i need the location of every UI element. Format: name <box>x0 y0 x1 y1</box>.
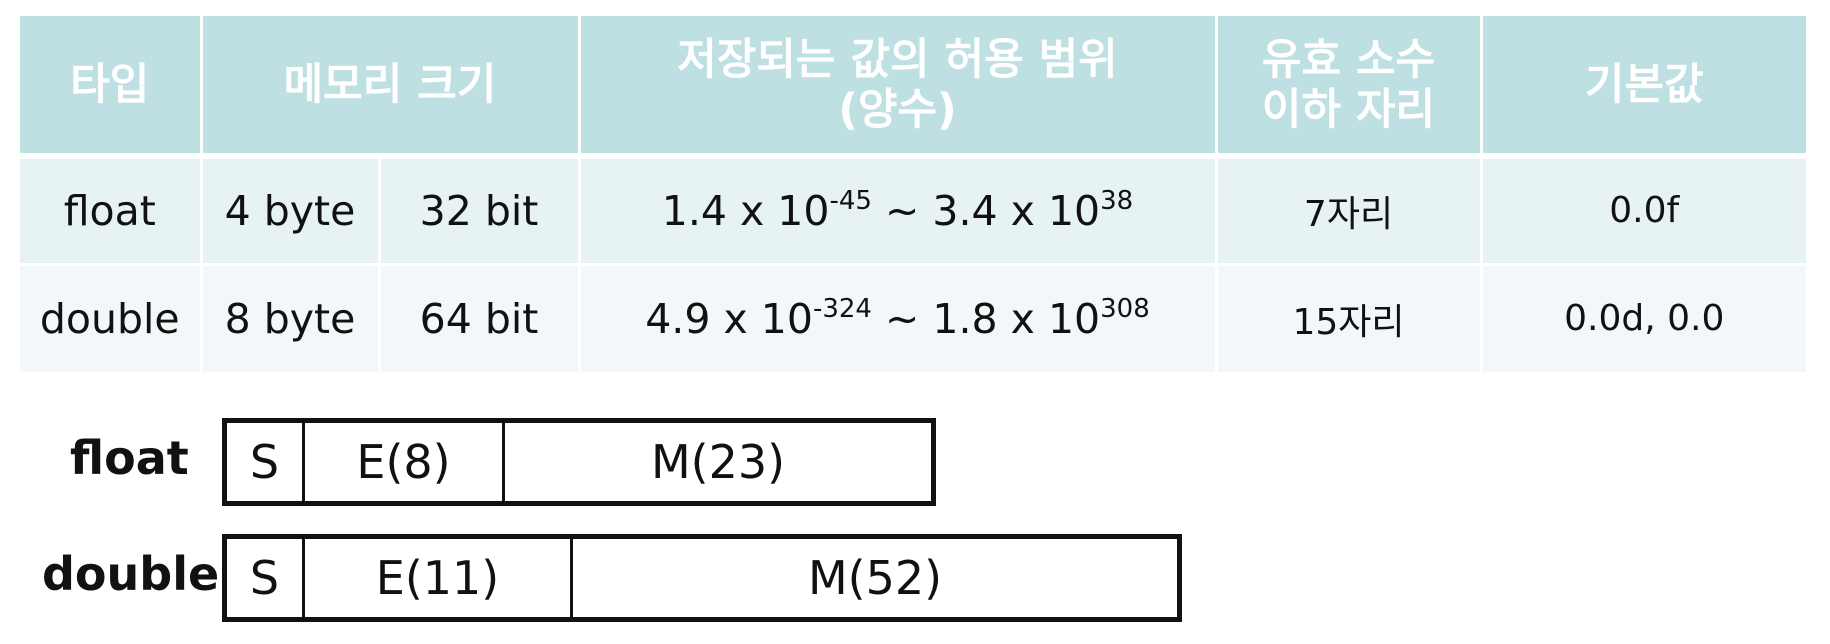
double-bit-layout: S E(11) M(52) <box>222 534 1182 622</box>
sign-bit-field: S <box>249 435 280 489</box>
header-default-value: 기본값 <box>1481 16 1806 156</box>
float-double-comparison-table: 타입 메모리 크기 저장되는 값의 허용 범위 (양수) 유효 소수 이하 자리 기… <box>20 16 1806 372</box>
exponent-field: E(11) <box>302 539 570 617</box>
range-max-exponent: 308 <box>1100 293 1150 324</box>
cell-bits: 64 bit <box>379 264 581 372</box>
table-header-row: 타입 메모리 크기 저장되는 값의 허용 범위 (양수) 유효 소수 이하 자리 기… <box>20 16 1806 156</box>
cell-precision: 7자리 <box>1216 156 1483 264</box>
range-min-mantissa: 4.9 x 10 <box>645 294 813 343</box>
header-precision: 유효 소수 이하 자리 <box>1216 16 1483 156</box>
table-row-float: float 4 byte 32 bit 1.4 x 10-45 ~ 3.4 x … <box>20 156 1806 264</box>
range-max-mantissa: 1.8 x 10 <box>932 294 1101 343</box>
table-row-double: double 8 byte 64 bit 4.9 x 10-324 ~ 1.8 … <box>20 264 1806 372</box>
header-value-range: 저장되는 값의 허용 범위 (양수) <box>579 16 1218 156</box>
cell-type: float <box>20 156 203 264</box>
range-min-exponent: -45 <box>829 185 872 216</box>
range-max-mantissa: 3.4 x 10 <box>932 186 1101 235</box>
mantissa-field: M(52) <box>570 539 1177 617</box>
cell-bytes: 8 byte <box>201 264 381 372</box>
range-min-exponent: -324 <box>812 293 872 324</box>
cell-range: 4.9 x 10-324 ~ 1.8 x 10308 <box>579 264 1218 372</box>
range-min-mantissa: 1.4 x 10 <box>661 186 830 235</box>
cell-bits: 32 bit <box>379 156 581 264</box>
cell-type: double <box>20 264 203 372</box>
range-max-exponent: 38 <box>1100 185 1134 216</box>
cell-default: 0.0f <box>1609 190 1680 232</box>
range-separator: ~ <box>885 294 920 343</box>
cell-bytes: 4 byte <box>201 156 381 264</box>
header-memory-size: 메모리 크기 <box>201 16 581 156</box>
range-separator: ~ <box>885 186 920 235</box>
exponent-field: E(8) <box>302 423 502 501</box>
mantissa-field: M(23) <box>502 423 931 501</box>
header-precision-line1: 유효 소수 <box>1261 34 1436 85</box>
cell-range: 1.4 x 10-45 ~ 3.4 x 1038 <box>579 156 1218 264</box>
cell-default: 0.0d, 0.0 <box>1564 298 1725 340</box>
header-range-line1: 저장되는 값의 허용 범위 <box>677 34 1118 85</box>
sign-bit-field: S <box>249 551 280 605</box>
header-type: 타입 <box>20 16 203 156</box>
double-layout-label: double <box>42 547 220 601</box>
header-range-line2: (양수) <box>838 84 957 135</box>
float-bit-layout: S E(8) M(23) <box>222 418 936 506</box>
cell-precision: 15자리 <box>1216 264 1483 372</box>
header-precision-line2: 이하 자리 <box>1261 84 1436 135</box>
float-layout-label: float <box>70 431 189 485</box>
